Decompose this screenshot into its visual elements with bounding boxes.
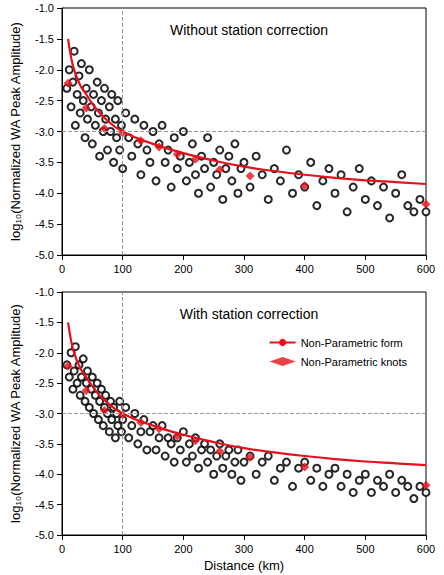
svg-text:500: 500 [356, 263, 374, 275]
svg-text:-2.0: -2.0 [35, 347, 54, 359]
svg-text:100: 100 [113, 263, 131, 275]
svg-text:-4.5: -4.5 [35, 218, 54, 230]
svg-text:-3.5: -3.5 [35, 438, 54, 450]
svg-text:log₁₀(Normalized WA Peak Ampli: log₁₀(Normalized WA Peak Amplitude) [8, 304, 23, 523]
svg-text:-1.0: -1.0 [35, 286, 54, 298]
svg-text:-5.0: -5.0 [35, 529, 54, 541]
svg-text:300: 300 [235, 543, 253, 555]
svg-text:-2.5: -2.5 [35, 377, 54, 389]
svg-text:200: 200 [174, 263, 192, 275]
svg-text:-4.5: -4.5 [35, 499, 54, 511]
svg-text:600: 600 [417, 263, 435, 275]
svg-text:200: 200 [174, 543, 192, 555]
svg-text:0: 0 [59, 263, 65, 275]
svg-text:Distance (km): Distance (km) [204, 558, 284, 573]
svg-text:With station correction: With station correction [180, 306, 319, 322]
svg-text:-4.0: -4.0 [35, 468, 54, 480]
svg-text:log₁₀(Normalized WA Peak Ampli: log₁₀(Normalized WA Peak Amplitude) [8, 22, 23, 241]
svg-text:-1.0: -1.0 [35, 2, 54, 14]
svg-text:-5.0: -5.0 [35, 249, 54, 261]
svg-text:-3.0: -3.0 [35, 408, 54, 420]
svg-text:400: 400 [295, 263, 313, 275]
svg-text:Non-Parametric form: Non-Parametric form [301, 337, 403, 349]
svg-text:-1.5: -1.5 [35, 316, 54, 328]
svg-text:-2.5: -2.5 [35, 95, 54, 107]
svg-text:-2.0: -2.0 [35, 64, 54, 76]
svg-text:600: 600 [417, 543, 435, 555]
svg-text:Without station correction: Without station correction [170, 22, 328, 38]
svg-text:-4.0: -4.0 [35, 187, 54, 199]
svg-text:Non-Parametric knots: Non-Parametric knots [301, 356, 408, 368]
svg-text:-3.0: -3.0 [35, 126, 54, 138]
svg-text:-3.5: -3.5 [35, 156, 54, 168]
svg-text:500: 500 [356, 543, 374, 555]
svg-text:0: 0 [59, 543, 65, 555]
svg-text:400: 400 [295, 543, 313, 555]
svg-text:100: 100 [113, 543, 131, 555]
svg-text:300: 300 [235, 263, 253, 275]
svg-text:-1.5: -1.5 [35, 33, 54, 45]
